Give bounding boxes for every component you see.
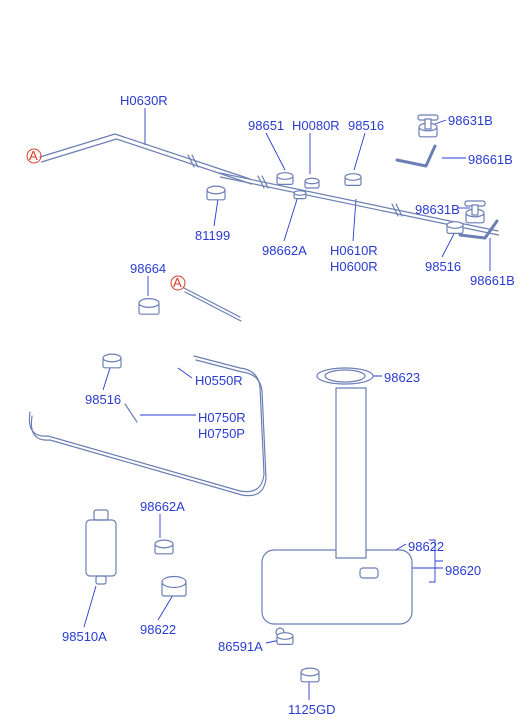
part-label-H0750P[interactable]: H0750P (198, 427, 245, 440)
marker-marker-A-2: A (173, 276, 182, 289)
part-label-98662A-b[interactable]: 98662A (140, 500, 185, 513)
part-label-98631B-a[interactable]: 98631B (448, 114, 493, 127)
part-label-98620[interactable]: 98620 (445, 564, 481, 577)
part-label-H0600R[interactable]: H0600R (330, 260, 378, 273)
part-label-98664[interactable]: 98664 (130, 262, 166, 275)
part-label-H0610R[interactable]: H0610R (330, 244, 378, 257)
part-label-98651[interactable]: 98651 (248, 119, 284, 132)
part-label-98622-b[interactable]: 98622 (408, 540, 444, 553)
part-label-98661B-b[interactable]: 98661B (470, 274, 515, 287)
part-label-98662A-a[interactable]: 98662A (262, 244, 307, 257)
part-label-81199[interactable]: 81199 (195, 229, 230, 242)
parts-diagram: A A H0630R 98651 H0080R 98516 98631B 98661B 9863… (0, 0, 532, 727)
part-label-98622-a[interactable]: 98622 (140, 623, 176, 636)
diagram-svg (0, 0, 532, 727)
part-label-98516-c[interactable]: 98516 (85, 393, 121, 406)
part-label-98516-a[interactable]: 98516 (348, 119, 384, 132)
part-label-H0750R[interactable]: H0750R (198, 411, 246, 424)
marker-marker-A-1: A (29, 149, 38, 162)
part-label-98631B-b[interactable]: 98631B (415, 203, 460, 216)
part-label-98516-b[interactable]: 98516 (425, 260, 461, 273)
part-label-H0630R[interactable]: H0630R (120, 94, 168, 107)
part-label-H0550R[interactable]: H0550R (195, 374, 243, 387)
part-label-98623[interactable]: 98623 (384, 371, 420, 384)
part-label-98510A[interactable]: 98510A (62, 630, 107, 643)
part-label-H0080R[interactable]: H0080R (292, 119, 340, 132)
part-label-98661B-a[interactable]: 98661B (468, 153, 513, 166)
part-label-86591A[interactable]: 86591A (218, 640, 263, 653)
part-label-1125GD[interactable]: 1125GD (288, 703, 335, 716)
